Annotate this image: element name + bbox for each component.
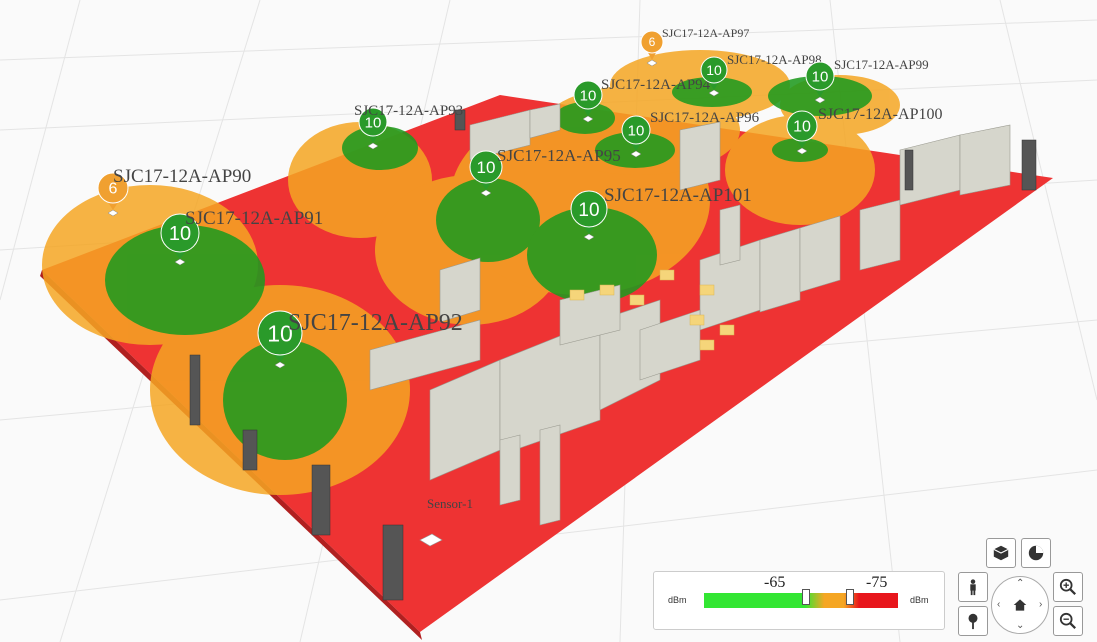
coverage-strong	[105, 76, 872, 460]
legend-threshold-low: -75	[866, 574, 888, 591]
map-pin-icon	[640, 30, 664, 54]
pan-down-icon[interactable]: ⌄	[1016, 620, 1025, 631]
ap-name-label: SJC17-12A-AP96	[650, 110, 760, 126]
ap-client-count: 6	[649, 35, 656, 49]
zoom-in-icon	[1059, 578, 1076, 595]
ap-client-count: 10	[267, 320, 293, 346]
map-pin-icon	[621, 115, 651, 145]
map-pin-icon	[805, 61, 835, 91]
ap-device-icon	[630, 150, 642, 158]
sensor-label: Sensor-1	[427, 496, 473, 511]
pan-left-icon[interactable]: ‹	[997, 599, 1001, 610]
pan-right-icon[interactable]: ›	[1039, 599, 1043, 610]
ap-client-count: 10	[578, 200, 599, 221]
walls	[369, 103, 1011, 526]
ap-name-label: SJC17-12A-AP95	[497, 146, 621, 165]
ap-device-icon	[583, 233, 595, 241]
ap-marker[interactable]: 6 SJC17-12A-AP97	[640, 26, 749, 67]
map-pin-icon	[469, 150, 503, 184]
ap-marker[interactable]: 10 SJC17-12A-AP100	[786, 106, 942, 155]
ap-name-label: SJC17-12A-AP92	[288, 310, 463, 336]
ap-client-count: 10	[706, 62, 722, 78]
ap-client-count: 10	[580, 87, 597, 104]
ap-client-count: 6	[109, 181, 118, 198]
zoom-in-button[interactable]	[1053, 572, 1083, 602]
cube-icon	[993, 545, 1009, 561]
navigation-ring[interactable]: ⌃ ⌄ ‹ ›	[991, 576, 1049, 634]
ap-marker[interactable]: 10 SJC17-12A-AP99	[805, 57, 929, 104]
signal-strength-legend: dBm -65 -75 dBm	[653, 571, 945, 630]
analytics-button[interactable]	[1021, 538, 1051, 568]
ap-client-count: 10	[812, 68, 829, 85]
columns	[189, 109, 1037, 601]
zoom-out-icon	[1059, 612, 1076, 629]
legend-gradient-bar	[704, 593, 898, 608]
ap-client-count: 10	[169, 223, 191, 245]
zoom-out-button[interactable]	[1053, 606, 1083, 636]
pan-up-icon[interactable]: ⌃	[1016, 578, 1025, 589]
ap-device-icon	[174, 258, 186, 266]
map-pin-icon	[257, 310, 303, 356]
legend-slider-high[interactable]	[802, 589, 810, 605]
person-icon	[970, 579, 976, 596]
location-pin-icon	[968, 613, 978, 630]
ap-client-count: 10	[628, 122, 645, 139]
ap-name-label: SJC17-12A-AP91	[185, 208, 323, 229]
ap-name-label: SJC17-12A-AP99	[834, 57, 929, 72]
3d-view-button[interactable]	[986, 538, 1016, 568]
map-pin-icon	[160, 213, 200, 253]
ap-device-icon	[814, 96, 826, 104]
ap-name-label: SJC17-12A-AP90	[113, 166, 251, 187]
person-view-button[interactable]	[958, 572, 988, 602]
map-pin-icon	[786, 110, 818, 142]
legend-unit-right: dBm	[910, 595, 929, 605]
map-pin-icon	[700, 56, 728, 84]
home-icon[interactable]	[1013, 598, 1027, 612]
ap-device-icon	[646, 59, 658, 67]
ap-name-label: SJC17-12A-AP101	[604, 185, 752, 206]
ap-name-label: SJC17-12A-AP98	[727, 52, 822, 67]
map-pin-icon	[97, 172, 129, 204]
ap-device-icon	[582, 115, 594, 123]
map-pin-icon	[570, 190, 608, 228]
ap-device-icon	[274, 361, 286, 369]
ap-device-icon	[708, 89, 720, 97]
ap-device-icon	[367, 142, 379, 150]
ap-client-count: 10	[477, 158, 496, 177]
legend-slider-low[interactable]	[846, 589, 854, 605]
furniture	[569, 269, 735, 351]
ap-client-count: 10	[365, 114, 382, 131]
ap-marker[interactable]: 10 SJC17-12A-AP98	[700, 52, 822, 97]
ap-device-icon	[796, 147, 808, 155]
pie-chart-icon	[1028, 545, 1044, 561]
ap-name-label: SJC17-12A-AP93	[354, 103, 463, 119]
map-pin-icon	[358, 107, 388, 137]
ap-marker[interactable]: 10 SJC17-12A-AP96	[621, 110, 760, 158]
ap-name-label: SJC17-12A-AP94	[601, 77, 711, 93]
ap-device-icon	[480, 189, 492, 197]
ap-name-label: SJC17-12A-AP100	[818, 106, 942, 123]
location-button[interactable]	[958, 606, 988, 636]
sensor-marker[interactable]: Sensor-1	[419, 496, 473, 547]
ap-client-count: 10	[793, 119, 811, 136]
ap-name-label: SJC17-12A-AP97	[662, 26, 749, 40]
legend-unit-left: dBm	[668, 595, 687, 605]
legend-threshold-high: -65	[764, 574, 786, 591]
map-pin-icon	[573, 80, 603, 110]
ap-device-icon	[107, 209, 119, 217]
